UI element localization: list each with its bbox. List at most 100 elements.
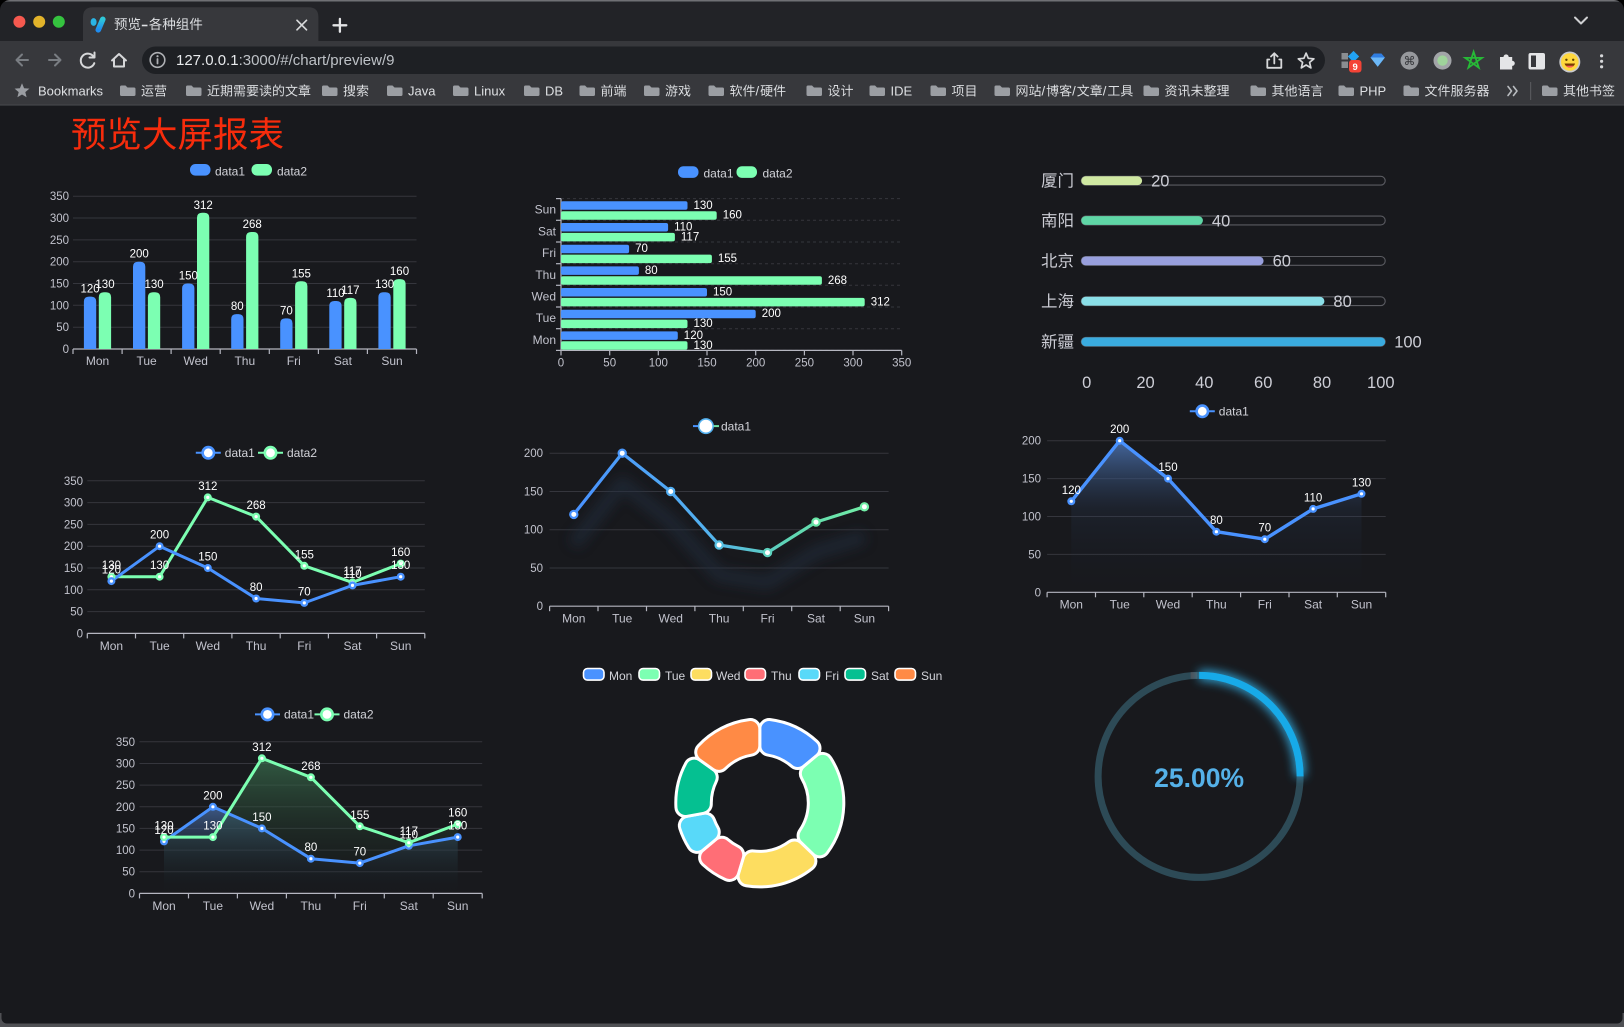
svg-text:Sun: Sun: [854, 612, 875, 626]
svg-text:/: /: [1072, 84, 1076, 99]
svg-text:data2: data2: [344, 708, 374, 722]
svg-text:Wed: Wed: [716, 669, 740, 683]
svg-text:Thu: Thu: [709, 612, 730, 626]
svg-text:150: 150: [116, 823, 135, 835]
svg-text:117: 117: [343, 566, 361, 578]
svg-text:130: 130: [694, 318, 713, 330]
svg-text:data1: data1: [225, 446, 255, 460]
svg-text:/: /: [1103, 84, 1107, 99]
svg-text:Thu: Thu: [771, 669, 792, 683]
svg-text:312: 312: [252, 742, 271, 754]
svg-text:Sat: Sat: [334, 354, 353, 368]
svg-text:Sat: Sat: [538, 224, 557, 238]
svg-text:200: 200: [746, 358, 765, 370]
svg-text:25.00%: 25.00%: [1154, 763, 1244, 793]
svg-text:100: 100: [1367, 374, 1395, 392]
svg-text:350: 350: [892, 358, 911, 370]
svg-text:data2: data2: [763, 167, 793, 181]
svg-text:130: 130: [154, 821, 173, 833]
svg-text:40: 40: [1195, 374, 1213, 392]
svg-text:Sun: Sun: [535, 203, 556, 217]
svg-text:data1: data1: [721, 419, 751, 433]
svg-text:Mon: Mon: [1060, 598, 1083, 612]
svg-text:Tue: Tue: [136, 354, 157, 368]
svg-text:120: 120: [684, 330, 703, 342]
svg-text:150: 150: [198, 552, 217, 564]
svg-text:200: 200: [50, 257, 69, 269]
svg-text:Mon: Mon: [100, 639, 123, 653]
svg-text:250: 250: [64, 519, 83, 531]
svg-text:130: 130: [448, 821, 467, 833]
svg-text:Sat: Sat: [343, 639, 362, 653]
svg-text:80: 80: [231, 301, 244, 313]
svg-text:data2: data2: [287, 446, 317, 460]
svg-text:Thu: Thu: [1206, 598, 1227, 612]
svg-text:0: 0: [537, 601, 543, 613]
svg-text:data1: data1: [215, 164, 245, 178]
svg-text:60: 60: [1273, 253, 1291, 271]
svg-text:50: 50: [603, 358, 616, 370]
svg-text:80: 80: [250, 582, 263, 594]
svg-text:150: 150: [64, 563, 83, 575]
svg-text:130: 130: [203, 821, 222, 833]
svg-text:Sun: Sun: [447, 899, 468, 913]
svg-text:data1: data1: [1219, 405, 1249, 419]
svg-text:300: 300: [116, 759, 135, 771]
svg-text:Wed: Wed: [1156, 598, 1180, 612]
svg-text:Sat: Sat: [871, 669, 890, 683]
svg-text:80: 80: [1333, 293, 1351, 311]
svg-text:110: 110: [400, 829, 418, 841]
svg-text:130: 130: [375, 279, 394, 291]
svg-text:268: 268: [828, 275, 847, 287]
svg-text:117: 117: [341, 285, 359, 297]
svg-text:350: 350: [116, 737, 135, 749]
svg-text:Fri: Fri: [1258, 598, 1272, 612]
svg-text:Mon: Mon: [533, 333, 556, 347]
svg-text:Tue: Tue: [203, 899, 224, 913]
svg-text:Sun: Sun: [921, 669, 942, 683]
svg-text:Mon: Mon: [152, 899, 175, 913]
svg-text:Sat: Sat: [1304, 598, 1323, 612]
svg-text:268: 268: [243, 219, 262, 231]
svg-text:50: 50: [56, 322, 69, 334]
svg-text:127.0.0.1:3000/#/chart/preview: 127.0.0.1:3000/#/chart/preview/9: [176, 52, 395, 69]
svg-text:160: 160: [448, 808, 467, 820]
svg-text:300: 300: [50, 213, 69, 225]
svg-text:110: 110: [674, 222, 692, 234]
svg-text:80: 80: [645, 265, 658, 277]
svg-text:Thu: Thu: [301, 899, 322, 913]
svg-text:60: 60: [1254, 374, 1272, 392]
svg-text:80: 80: [305, 842, 318, 854]
svg-text:150: 150: [1158, 462, 1177, 474]
svg-text:Wed: Wed: [658, 612, 682, 626]
svg-text:200: 200: [524, 448, 543, 460]
svg-text:130: 130: [694, 340, 713, 352]
svg-text:100: 100: [116, 845, 135, 857]
svg-text:40: 40: [1212, 212, 1230, 230]
svg-text:120: 120: [1062, 485, 1081, 497]
svg-text:9: 9: [1353, 62, 1358, 73]
svg-text:200: 200: [1022, 436, 1041, 448]
svg-text:Sun: Sun: [1351, 598, 1372, 612]
svg-text:Sat: Sat: [400, 899, 419, 913]
svg-text:50: 50: [122, 867, 135, 879]
svg-text:150: 150: [179, 271, 198, 283]
svg-text:Mon: Mon: [562, 612, 585, 626]
svg-text:150: 150: [697, 358, 716, 370]
svg-text:200: 200: [1110, 424, 1129, 436]
svg-text:312: 312: [871, 296, 890, 308]
svg-text:70: 70: [298, 586, 311, 598]
svg-text:70: 70: [353, 847, 366, 859]
svg-text:155: 155: [292, 268, 311, 280]
svg-text:Sun: Sun: [381, 354, 402, 368]
svg-text:Fri: Fri: [353, 899, 367, 913]
svg-text:130: 130: [150, 560, 169, 572]
svg-text:Wed: Wed: [250, 899, 274, 913]
svg-text:Wed: Wed: [532, 290, 556, 304]
svg-text:Bookmarks: Bookmarks: [38, 84, 104, 99]
svg-text:0: 0: [558, 358, 564, 370]
svg-text:Linux: Linux: [474, 84, 506, 99]
svg-text:Tue: Tue: [536, 311, 557, 325]
svg-text:110: 110: [326, 288, 344, 300]
svg-text:120: 120: [154, 825, 173, 837]
